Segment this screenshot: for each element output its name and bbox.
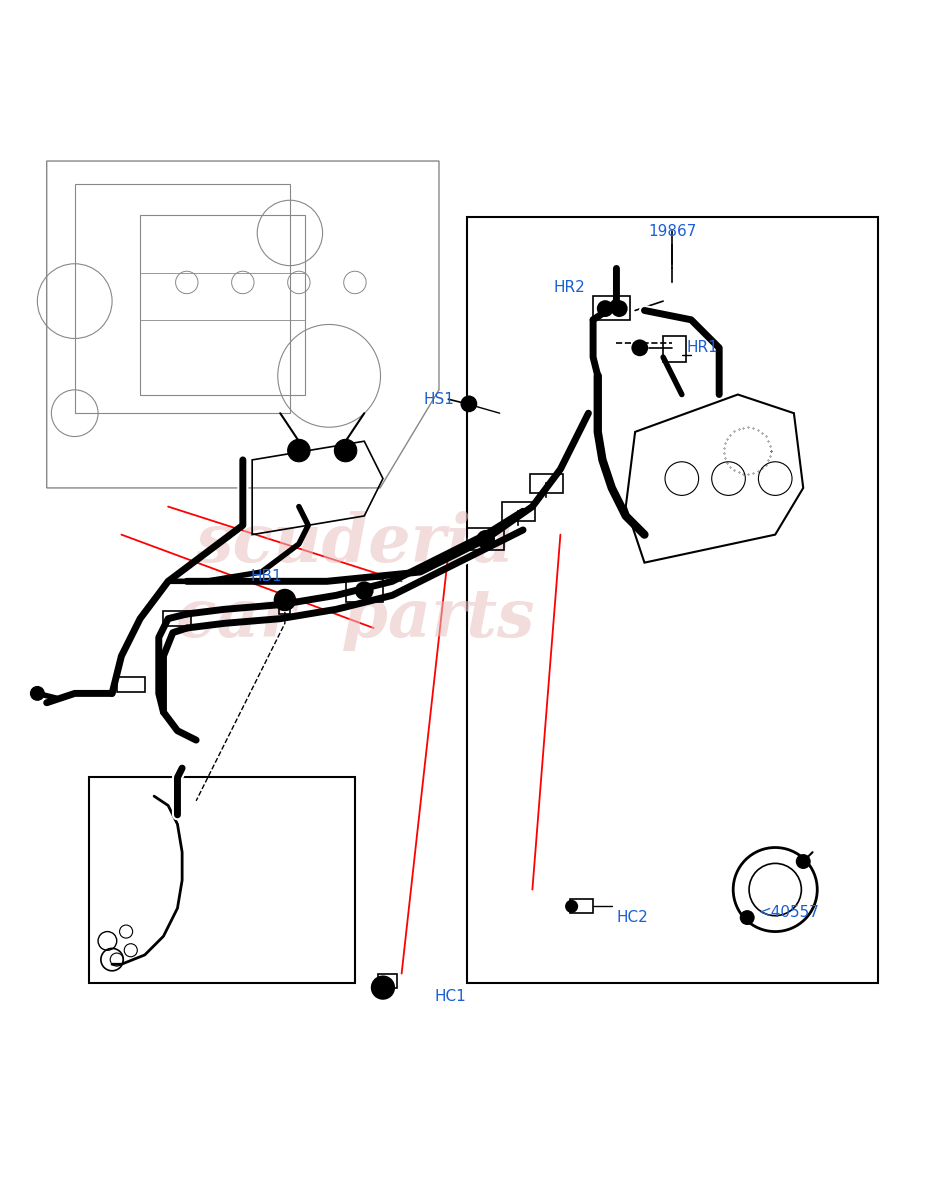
Circle shape (597, 300, 614, 317)
Circle shape (288, 439, 310, 462)
Text: HS1: HS1 (423, 391, 455, 407)
Bar (75, 185, 290, 413)
Circle shape (631, 340, 648, 356)
Circle shape (334, 439, 357, 462)
Bar (140, 215, 304, 395)
Circle shape (740, 910, 755, 925)
Text: scuderia
car  parts: scuderia car parts (176, 511, 534, 652)
Circle shape (371, 976, 395, 1000)
Text: HR1: HR1 (686, 341, 718, 355)
Circle shape (796, 854, 811, 869)
Circle shape (274, 589, 296, 611)
Text: HC1: HC1 (434, 990, 466, 1004)
Bar (279, 602, 290, 614)
Text: HB1: HB1 (250, 569, 282, 584)
Bar (530, 474, 563, 492)
Bar (346, 580, 383, 602)
Circle shape (355, 581, 374, 600)
Text: 19867: 19867 (648, 223, 697, 239)
Text: HR2: HR2 (554, 280, 586, 295)
Text: <40557: <40557 (758, 905, 820, 920)
Bar (89, 778, 355, 983)
Circle shape (460, 396, 477, 413)
Bar (378, 973, 397, 988)
Bar (663, 336, 686, 362)
Bar (117, 677, 145, 691)
Circle shape (476, 530, 495, 548)
Text: HC2: HC2 (616, 910, 648, 925)
Bar (467, 217, 878, 983)
Bar (593, 296, 630, 319)
Circle shape (30, 686, 45, 701)
Bar (467, 528, 504, 551)
Bar (502, 502, 535, 521)
Bar (570, 899, 593, 913)
Circle shape (611, 300, 628, 317)
Bar (163, 611, 191, 626)
Circle shape (565, 900, 578, 913)
